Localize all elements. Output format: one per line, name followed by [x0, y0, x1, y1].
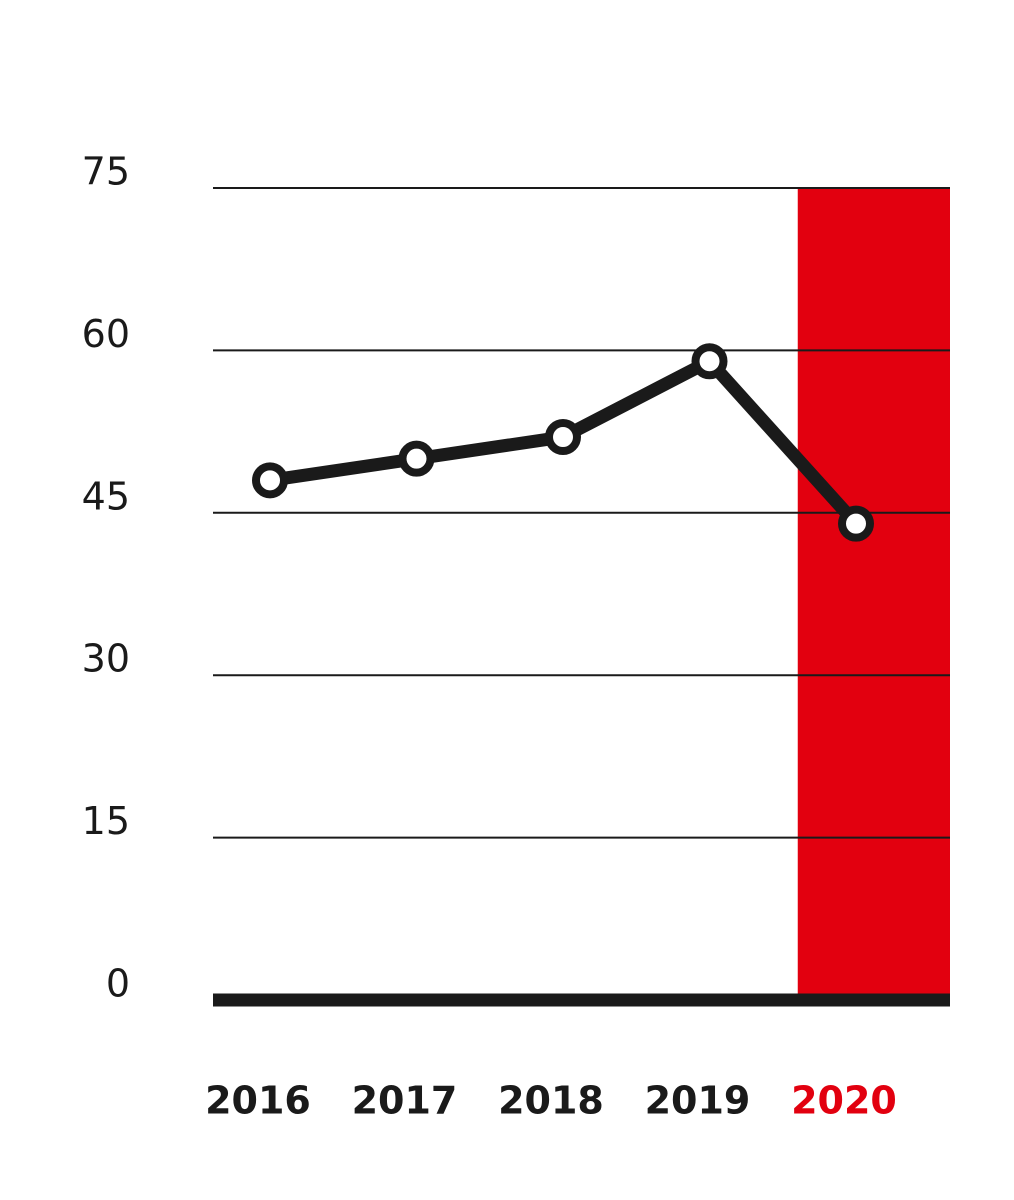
y-tick-label: 60 [82, 312, 130, 356]
x-tick-label: 2016 [205, 1079, 311, 1123]
point [691, 343, 728, 380]
y-tick-label: 75 [82, 150, 130, 194]
x-tick-label: 2020 [791, 1079, 897, 1123]
x-tick-label: 2019 [645, 1079, 751, 1123]
y-tick-label: 30 [82, 637, 130, 681]
highlight-band [797, 188, 950, 1000]
y-tick-label: 45 [82, 474, 130, 518]
x-tick-label: 2017 [352, 1079, 458, 1123]
point [252, 462, 288, 499]
y-tick-label: 0 [106, 962, 130, 1006]
point [398, 440, 435, 477]
point [838, 505, 874, 542]
x-tick-label: 2018 [498, 1079, 604, 1123]
y-tick-label: 15 [82, 799, 130, 843]
point [545, 419, 581, 456]
